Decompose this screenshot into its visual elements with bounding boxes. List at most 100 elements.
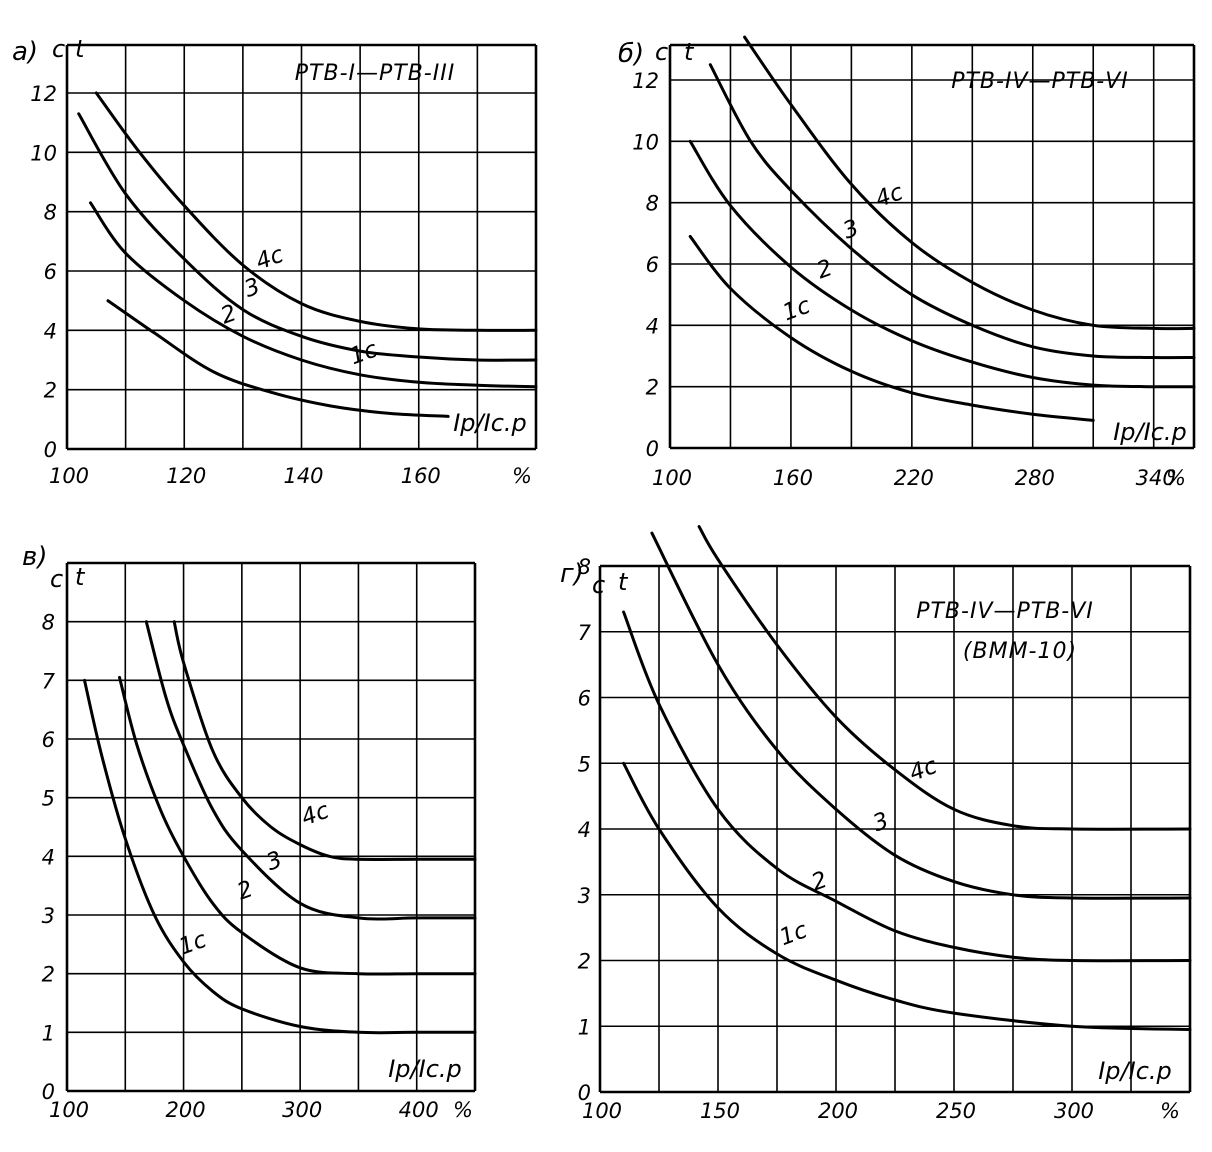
- y-axis-unit: с: [592, 571, 605, 599]
- panel-letter: г): [560, 559, 584, 589]
- y-tick-label: 0: [42, 1080, 55, 1104]
- series-line-3: [708, 63, 1196, 360]
- y-tick-label: 2: [646, 376, 659, 400]
- series-line-1: [106, 299, 450, 418]
- y-tick-label: 6: [42, 728, 55, 752]
- series-label-2: 2: [813, 255, 836, 284]
- y-tick-label: 6: [44, 260, 57, 284]
- series-line-3: [144, 620, 477, 921]
- x-tick-label: 300: [282, 1098, 322, 1122]
- y-tick-label: 3: [42, 904, 55, 928]
- y-tick-label: 0: [44, 438, 57, 462]
- x-tick-label: 150: [700, 1099, 740, 1123]
- x-tick-label: 100: [652, 466, 692, 490]
- y-tick-label: 1: [42, 1021, 55, 1045]
- y-tick-label: 4: [646, 314, 659, 338]
- series-label-1: 1с: [779, 293, 814, 327]
- y-tick-label: 1: [578, 1015, 591, 1039]
- x-axis-unit: %: [1166, 466, 1186, 490]
- x-tick-label: 100: [49, 1098, 89, 1122]
- series-line-4: [94, 91, 538, 332]
- x-tick-label: 220: [894, 466, 934, 490]
- y-axis-unit: с: [50, 565, 63, 593]
- series-line-4: [172, 620, 477, 862]
- chart-subtitle: (ВММ-10): [963, 639, 1077, 664]
- y-tick-label: 0: [578, 1081, 591, 1105]
- panel-letter: в): [22, 542, 47, 572]
- series-line-2: [118, 675, 477, 976]
- y-tick-label: 5: [42, 787, 55, 811]
- x-tick-label: 400: [399, 1098, 439, 1122]
- x-tick-label: 280: [1015, 466, 1055, 490]
- y-tick-label: 6: [578, 687, 591, 711]
- x-tick-label: 300: [1054, 1099, 1094, 1123]
- y-tick-label: 0: [646, 437, 659, 461]
- panel-letter: б): [618, 39, 644, 69]
- x-tick-label: 250: [936, 1099, 976, 1123]
- x-tick-label: 120: [166, 464, 206, 488]
- y-tick-label: 2: [44, 379, 57, 403]
- y-tick-label: 10: [632, 130, 659, 154]
- x-tick-label: 100: [49, 464, 89, 488]
- y-tick-label: 7: [42, 669, 56, 693]
- x-tick-label: 200: [818, 1099, 858, 1123]
- series-line-2: [688, 139, 1196, 389]
- y-axis-label: t: [684, 38, 695, 66]
- y-tick-label: 5: [578, 752, 591, 776]
- x-axis-label: Iр/Iс.р: [388, 1055, 462, 1083]
- x-axis-unit: %: [453, 1098, 473, 1122]
- y-tick-label: 6: [646, 253, 659, 277]
- series-label-4: 4с: [298, 798, 333, 832]
- y-axis-label: t: [75, 563, 86, 591]
- series-line-2: [622, 610, 1192, 963]
- series-line-1: [622, 761, 1192, 1031]
- x-tick-label: 140: [283, 464, 323, 488]
- x-axis-label: Iр/Iс.р: [1113, 418, 1187, 446]
- series-label-4: 4с: [872, 179, 907, 213]
- y-tick-label: 4: [42, 845, 55, 869]
- y-axis-unit: с: [655, 38, 668, 66]
- series-line-4: [697, 525, 1192, 831]
- series-line-1: [83, 678, 477, 1035]
- y-tick-label: 8: [44, 201, 57, 225]
- series-line-3: [77, 112, 538, 362]
- x-axis-label: Iр/Iс.р: [453, 409, 527, 437]
- chart-title: РТВ-IV—РТВ-VI: [916, 599, 1094, 624]
- series-line-3: [650, 531, 1192, 900]
- y-tick-label: 3: [578, 884, 591, 908]
- y-tick-label: 12: [632, 69, 659, 93]
- series-line-2: [89, 201, 538, 389]
- chart-panel-b: 0 2 4 6 8 10 12 100 160 220 280 340 б) с t Iр/Iс.р% РТВ-…: [618, 35, 1196, 490]
- series-line-1: [688, 234, 1095, 422]
- panel-letter: а): [12, 37, 38, 67]
- x-tick-label: 160: [773, 466, 813, 490]
- y-tick-label: 4: [578, 818, 591, 842]
- x-tick-label: 340: [1136, 466, 1176, 490]
- y-tick-label: 4: [44, 319, 57, 343]
- series-label-3: 3: [869, 808, 892, 837]
- y-axis-label: t: [75, 35, 86, 63]
- series-label-1: 1с: [176, 927, 211, 961]
- x-tick-label: 100: [582, 1099, 622, 1123]
- chart-title: РТВ-I—РТВ-III: [295, 61, 455, 86]
- series-label-3: 3: [263, 847, 286, 876]
- series-label-2: 2: [808, 867, 831, 896]
- y-tick-label: 8: [42, 611, 55, 635]
- y-tick-label: 8: [578, 555, 591, 579]
- x-tick-label: 160: [401, 464, 441, 488]
- x-axis-label: Iр/Iс.р: [1098, 1057, 1172, 1085]
- chart-title: РТВ-IV—РТВ-VI: [951, 69, 1129, 94]
- chart-panel-g: 0 1 2 3 4 5 6 7 8 100 150 200 250 300 г) с t Iр/Iс.р% РТВ-…: [560, 525, 1192, 1123]
- y-axis-label: t: [618, 568, 629, 596]
- series-line-4: [743, 35, 1196, 331]
- x-axis-unit: %: [512, 464, 532, 488]
- chart-panel-a: 0 2 4 6 8 10 12 100 120 140 160 а) с t Iр/Iс.р% РТВ-I—Р…: [12, 35, 538, 488]
- series-label-2: 2: [234, 876, 257, 905]
- x-axis-unit: %: [1160, 1099, 1180, 1123]
- series-label-1: 1с: [776, 917, 811, 951]
- x-tick-label: 200: [166, 1098, 206, 1122]
- y-tick-label: 2: [42, 963, 55, 987]
- y-axis-unit: с: [52, 35, 65, 63]
